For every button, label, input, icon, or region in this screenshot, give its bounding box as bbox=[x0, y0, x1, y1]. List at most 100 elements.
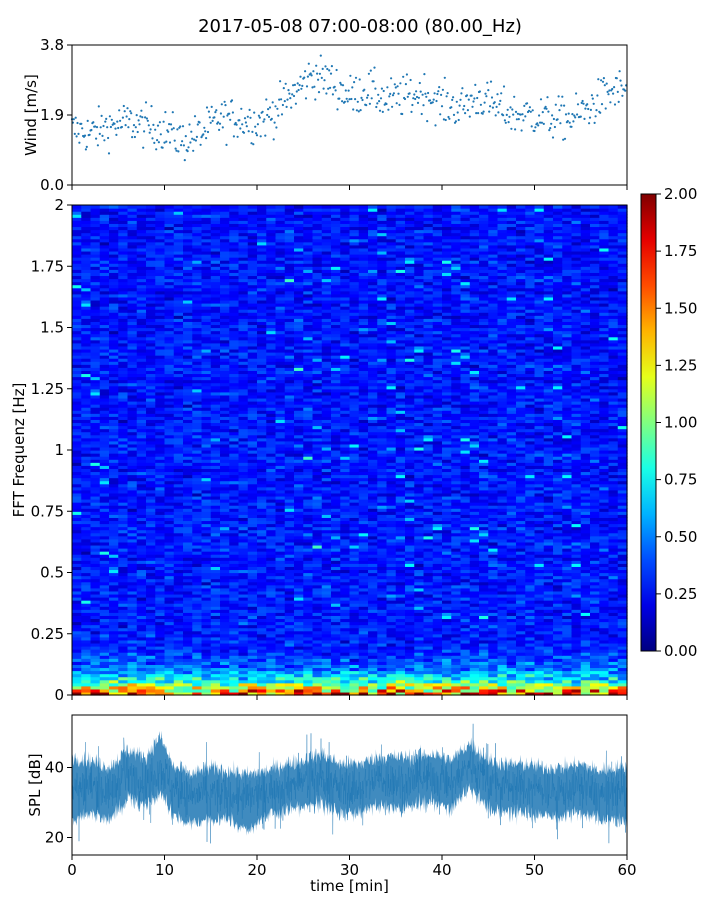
spectrogram-cell bbox=[358, 639, 369, 644]
spectrogram-cell bbox=[608, 688, 619, 693]
spectrogram-cell bbox=[608, 652, 619, 656]
spectrogram-cell bbox=[155, 682, 166, 687]
spectrogram-cell bbox=[155, 655, 166, 659]
spectrogram-cell bbox=[553, 676, 563, 681]
spectrogram-cell bbox=[590, 667, 600, 672]
spectrogram-cell bbox=[99, 679, 110, 684]
spectrogram-cell bbox=[432, 676, 443, 681]
spectrogram-cell bbox=[164, 691, 175, 696]
wind-point bbox=[171, 111, 174, 114]
wind-point bbox=[514, 128, 517, 131]
spectrogram-cell bbox=[229, 646, 240, 650]
wind-point bbox=[624, 89, 627, 92]
wind-point bbox=[495, 105, 498, 108]
spectrogram-cell bbox=[72, 661, 82, 665]
spectrogram-cell bbox=[312, 658, 323, 662]
wind-point bbox=[138, 123, 141, 126]
spectrogram-cell bbox=[432, 642, 443, 647]
spectrogram-cell bbox=[118, 673, 129, 678]
spectrogram-cell bbox=[479, 642, 489, 647]
wind-point bbox=[494, 114, 497, 117]
wind-point bbox=[328, 69, 331, 72]
spectrogram-cell bbox=[386, 670, 397, 675]
wind-point bbox=[438, 86, 441, 89]
spectrogram-cell bbox=[164, 652, 175, 656]
wind-point bbox=[512, 113, 515, 116]
spectrogram-cell bbox=[460, 636, 471, 641]
spectrogram-cell bbox=[488, 691, 499, 696]
wind-point bbox=[445, 95, 448, 98]
spectrogram-cell bbox=[580, 636, 591, 641]
spectrogram-cell bbox=[562, 682, 573, 687]
spectrogram-cell bbox=[90, 642, 101, 647]
spectrogram-cell bbox=[368, 658, 378, 662]
wind-point bbox=[130, 112, 133, 115]
spectrogram-cell bbox=[460, 685, 471, 690]
spectrogram-cell bbox=[266, 685, 277, 690]
wind-point bbox=[539, 121, 542, 124]
wind-point bbox=[517, 118, 520, 121]
spectrogram-cell bbox=[469, 639, 480, 644]
spectrogram-cell bbox=[405, 639, 415, 644]
wind-point bbox=[152, 123, 155, 126]
spectrogram-cell bbox=[386, 673, 397, 678]
spectrogram-cell bbox=[118, 649, 129, 653]
spectrogram-cell bbox=[599, 667, 610, 672]
wind-point bbox=[395, 102, 398, 105]
wind-point bbox=[278, 98, 281, 101]
spectrogram-cell bbox=[368, 682, 378, 687]
spectrogram-cell bbox=[488, 649, 499, 653]
spectrogram-cell bbox=[118, 646, 129, 650]
spectrogram-cell bbox=[257, 670, 267, 675]
spectrogram-cell bbox=[81, 661, 92, 665]
spectrogram-cell bbox=[423, 679, 434, 684]
spectrogram-cell bbox=[349, 679, 360, 684]
spectrogram-cell bbox=[331, 639, 341, 644]
spectrogram-cell bbox=[331, 664, 341, 669]
spectrogram-cell bbox=[460, 646, 471, 650]
spectrogram-cell bbox=[81, 642, 92, 647]
wind-point bbox=[275, 126, 278, 129]
spectrogram-cell bbox=[617, 639, 628, 644]
spectrogram-cell bbox=[220, 682, 230, 687]
spectrogram-cell bbox=[257, 642, 267, 647]
spectrogram-cell bbox=[395, 642, 406, 647]
wind-point bbox=[131, 136, 134, 139]
wind-point bbox=[250, 142, 253, 145]
spectrogram-cell bbox=[432, 661, 443, 665]
spectrogram-cell bbox=[405, 649, 415, 653]
spectrogram-cell bbox=[210, 685, 221, 690]
spectrogram-cell bbox=[229, 691, 240, 696]
wind-point bbox=[202, 133, 205, 136]
wind-point bbox=[169, 123, 173, 126]
figure-title: 2017-05-08 07:00-08:00 (80.00_Hz) bbox=[198, 16, 522, 37]
spectrogram-cell bbox=[146, 642, 156, 647]
wind-point bbox=[309, 72, 312, 75]
spectrogram-cell bbox=[617, 685, 628, 690]
spectrogram-cell bbox=[608, 661, 619, 665]
spectrogram-cell bbox=[377, 636, 388, 641]
wind-point bbox=[231, 111, 234, 114]
spectrogram-cell bbox=[173, 688, 184, 693]
spectrogram-cell bbox=[275, 688, 286, 693]
spectrogram-cell bbox=[599, 636, 610, 641]
spectrogram-cell bbox=[488, 646, 499, 650]
spectrogram-cell bbox=[386, 664, 397, 669]
wind-point bbox=[146, 119, 149, 122]
wind-point bbox=[100, 114, 103, 117]
spectrogram-cell bbox=[488, 652, 499, 656]
wind-point bbox=[236, 135, 239, 138]
wind-point bbox=[474, 83, 477, 86]
spectrogram-cell bbox=[395, 667, 406, 672]
wind-point bbox=[127, 126, 130, 129]
spectrogram-cell bbox=[340, 649, 351, 653]
wind-point bbox=[402, 75, 405, 78]
spectrogram-cell bbox=[229, 658, 240, 662]
wind-point bbox=[571, 113, 574, 116]
spectrogram-cell bbox=[90, 670, 101, 675]
spectrogram-cell bbox=[220, 636, 230, 641]
spectrogram-cell bbox=[284, 642, 295, 647]
spectrogram-cell bbox=[405, 655, 415, 659]
spectrogram-cell bbox=[247, 642, 258, 647]
wind-point bbox=[134, 126, 137, 129]
